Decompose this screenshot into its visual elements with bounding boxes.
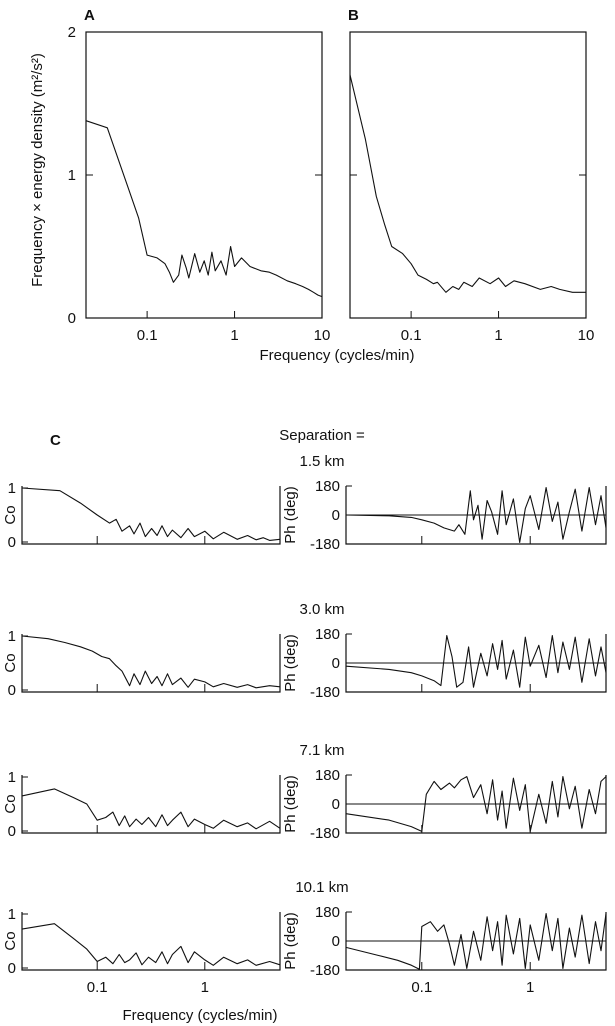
panel-label-a: A: [84, 7, 95, 24]
phase-ytick-label: 180: [315, 626, 340, 643]
panel-b-xtick-label: 10: [578, 327, 595, 344]
separation-label: 7.1 km: [299, 742, 344, 759]
coherence-ytick-label: 0: [8, 534, 16, 551]
coherence-series: [22, 636, 280, 688]
energy-density-axis-label: Frequency × energy density (m²/s²): [29, 53, 46, 287]
coherence-ytick-label: 0: [8, 823, 16, 840]
coherence-frame: [22, 775, 280, 833]
coherence-axis-label: Co: [2, 505, 19, 524]
coherence-ytick-label: 1: [8, 480, 16, 497]
phase-axis-label: Ph (deg): [282, 775, 299, 833]
panel-a-xtick-label: 1: [230, 327, 238, 344]
separation-title: Separation =: [279, 427, 365, 444]
phase-xtick-label: 0.1: [411, 979, 432, 996]
coherence-ytick-label: 1: [8, 769, 16, 786]
coherence-ytick-label: 0: [8, 960, 16, 977]
coherence-series: [22, 488, 280, 540]
phase-ytick-label: -180: [310, 962, 340, 979]
coherence-axis-label: Co: [2, 653, 19, 672]
panel-b-xtick-label: 0.1: [401, 327, 422, 344]
phase-ytick-label: 0: [332, 796, 340, 813]
panel-b-frame: [350, 32, 586, 318]
separation-label: 1.5 km: [299, 453, 344, 470]
separation-label: 10.1 km: [295, 879, 348, 896]
phase-ytick-label: 180: [315, 904, 340, 921]
phase-ytick-label: -180: [310, 536, 340, 553]
panel-a-series: [86, 121, 322, 297]
panel-label-c: C: [50, 432, 61, 449]
coherence-xtick-label: 1: [201, 979, 209, 996]
phase-ytick-label: 0: [332, 933, 340, 950]
coherence-ytick-label: 1: [8, 628, 16, 645]
panel-a-xtick-label: 10: [314, 327, 331, 344]
phase-ytick-label: 180: [315, 478, 340, 495]
phase-ytick-label: -180: [310, 825, 340, 842]
phase-axis-label: Ph (deg): [282, 912, 299, 970]
panel-label-b: B: [348, 7, 359, 24]
coherence-series: [22, 789, 280, 829]
panel-b-series: [350, 75, 586, 292]
phase-xtick-label: 1: [526, 979, 534, 996]
c-frequency-axis-label: Frequency (cycles/min): [122, 1007, 277, 1024]
ab-frequency-axis-label: Frequency (cycles/min): [259, 347, 414, 364]
panel-a-ytick-label: 1: [68, 167, 76, 184]
phase-axis-label: Ph (deg): [282, 486, 299, 544]
panel-a-frame: [86, 32, 322, 318]
coherence-frame: [22, 912, 280, 970]
panel-b-xtick-label: 1: [494, 327, 502, 344]
coherence-xtick-label: 0.1: [87, 979, 108, 996]
phase-ytick-label: 0: [332, 507, 340, 524]
coherence-frame: [22, 486, 280, 544]
coherence-ytick-label: 0: [8, 682, 16, 699]
coherence-series: [22, 924, 280, 966]
panel-a-ytick-label: 0: [68, 310, 76, 327]
coherence-axis-label: Co: [2, 794, 19, 813]
phase-ytick-label: 0: [332, 655, 340, 672]
panel-a-ytick-label: 2: [68, 24, 76, 41]
phase-ytick-label: 180: [315, 767, 340, 784]
phase-ytick-label: -180: [310, 684, 340, 701]
panel-a-xtick-label: 0.1: [137, 327, 158, 344]
coherence-ytick-label: 1: [8, 906, 16, 923]
phase-axis-label: Ph (deg): [282, 634, 299, 692]
phase-series: [346, 636, 606, 688]
separation-label: 3.0 km: [299, 601, 344, 618]
coherence-axis-label: Co: [2, 931, 19, 950]
